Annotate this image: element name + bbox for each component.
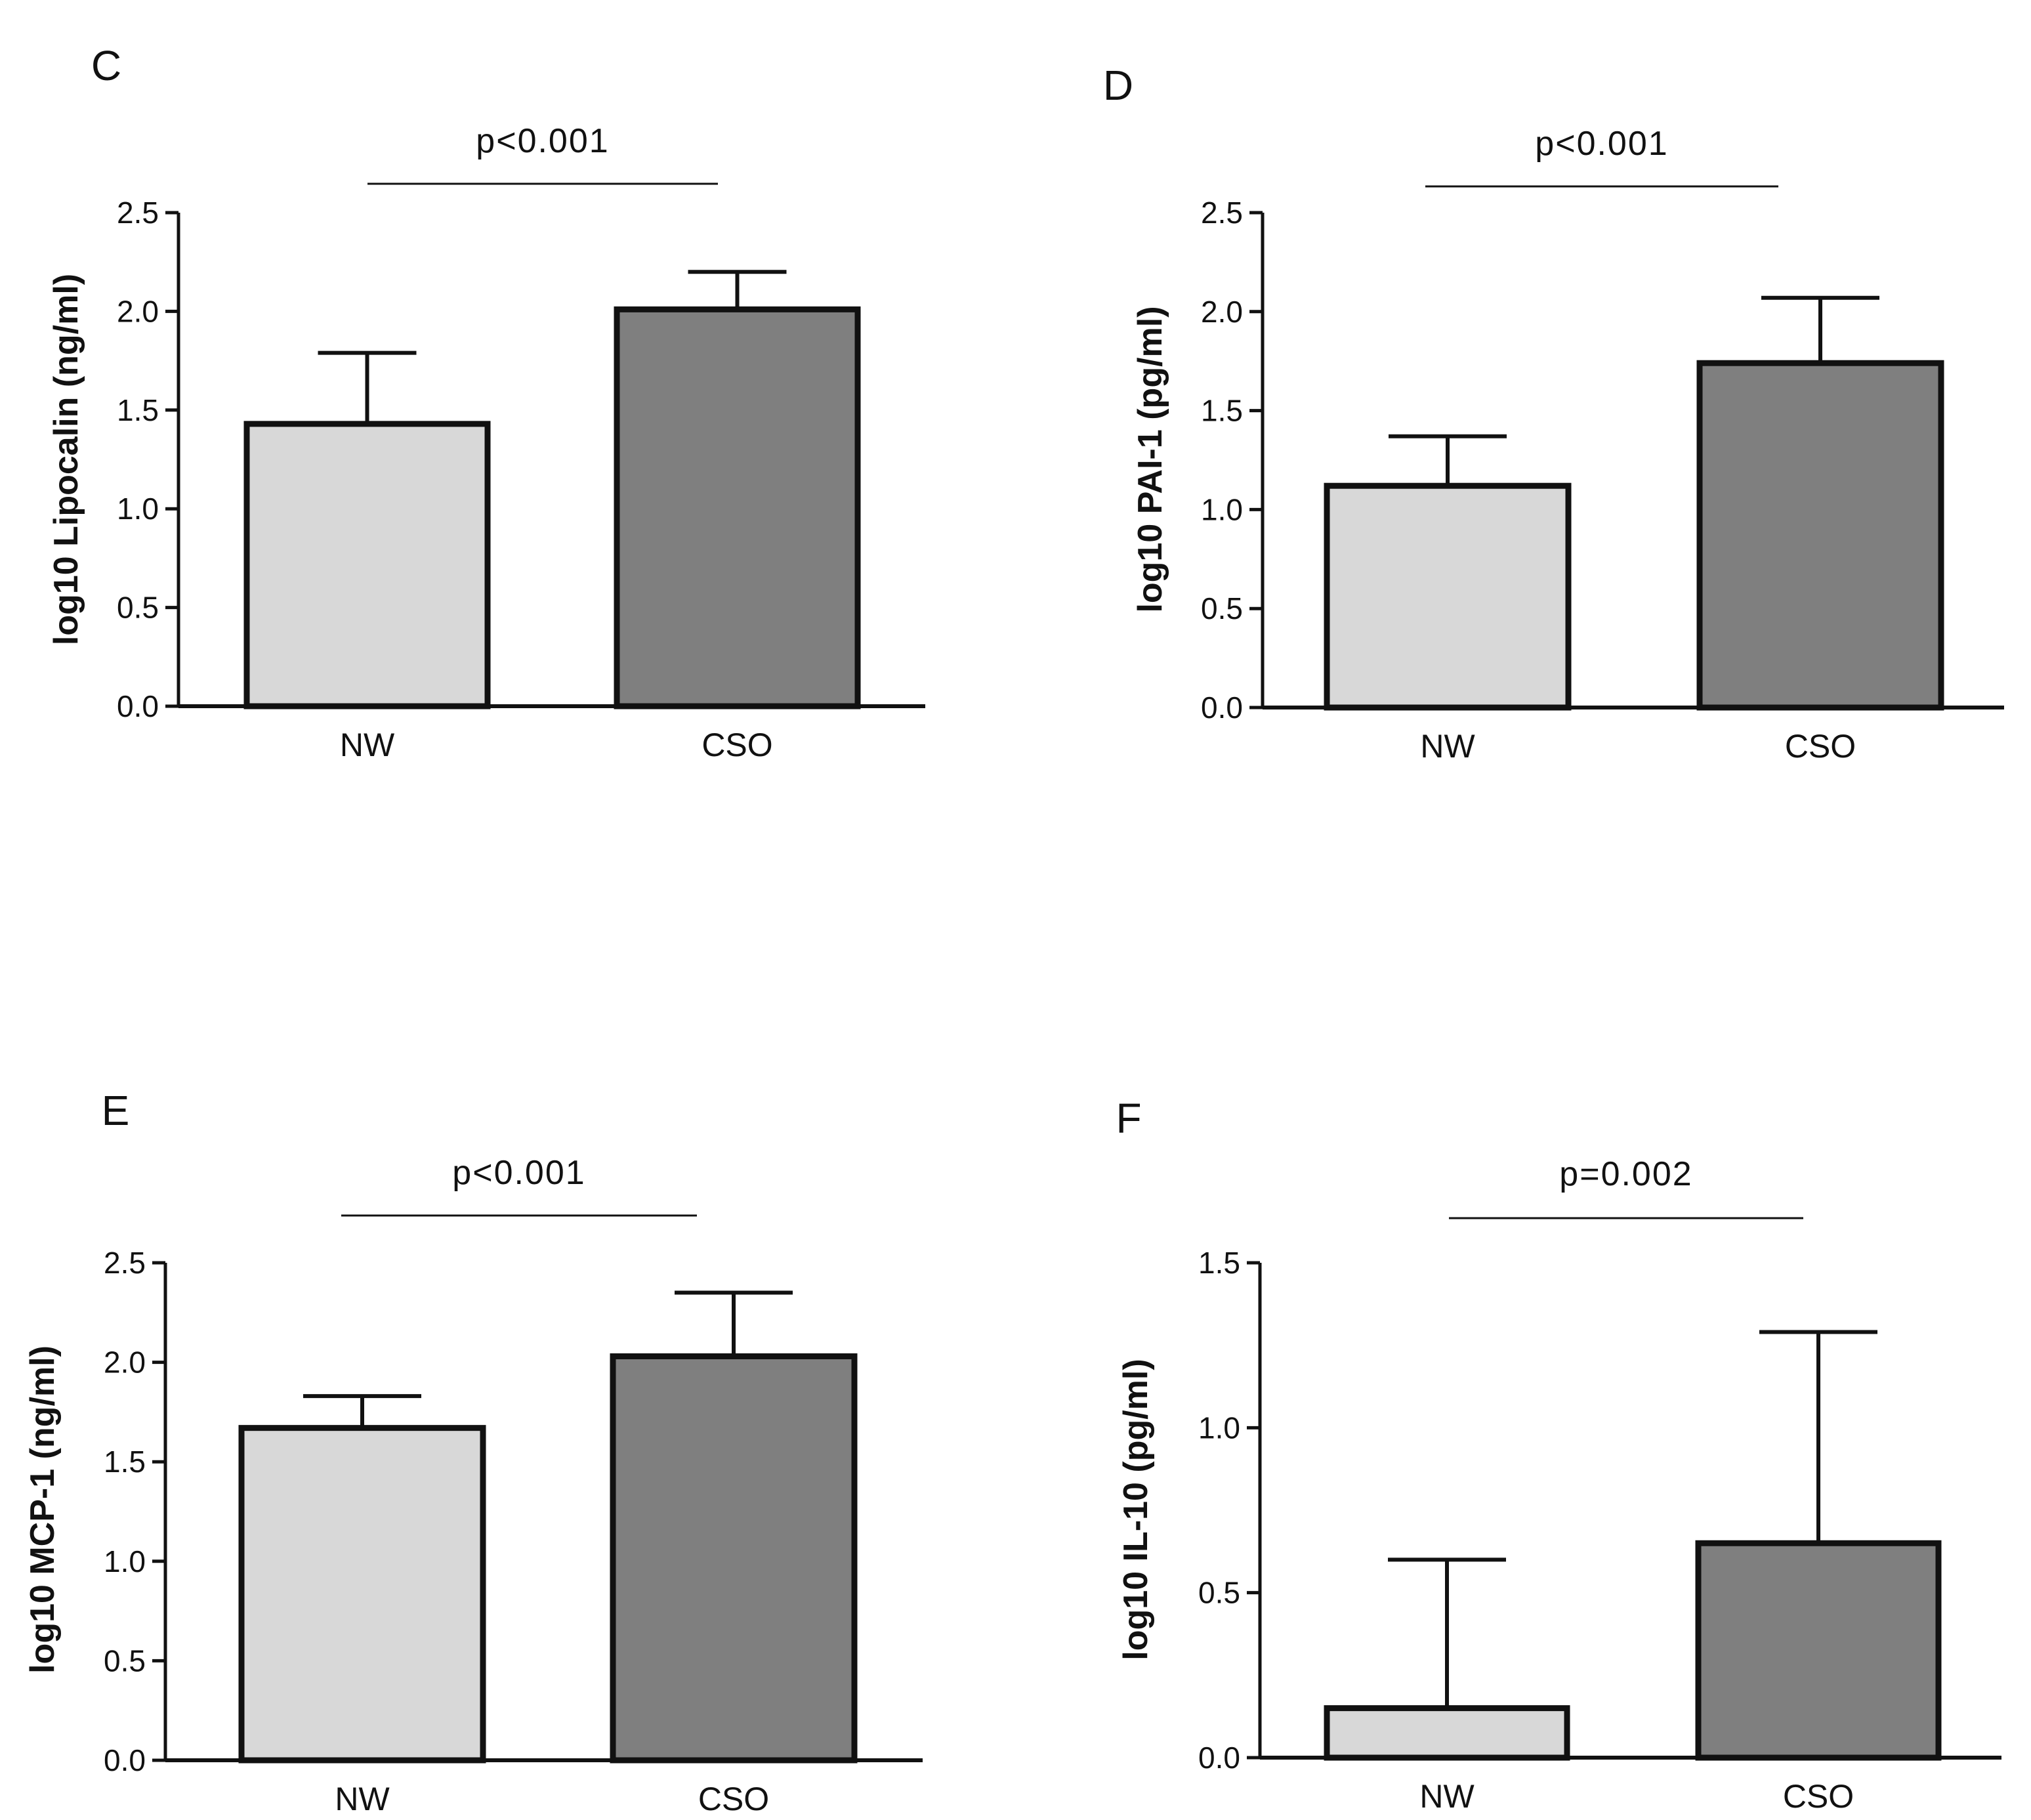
- panel-d-x-label-cso: CSO: [1785, 728, 1856, 765]
- panel-e-x-label-nw: NW: [335, 1781, 390, 1817]
- panel-d-y-tick-label: 1.5: [1201, 394, 1243, 428]
- panel-f-x-label-cso: CSO: [1783, 1778, 1854, 1815]
- panel-e-x-label-cso: CSO: [698, 1781, 769, 1817]
- panel-f-p-value: p=0.002: [1559, 1155, 1692, 1193]
- panel-e-y-tick-label: 2.5: [104, 1246, 146, 1280]
- panel-e-y-tick-label: 1.0: [104, 1544, 146, 1578]
- panel-f-bar-nw: [1324, 1705, 1570, 1761]
- panel-f-bar-cso: [1695, 1540, 1942, 1761]
- panel-e-bar-cso: [610, 1353, 858, 1764]
- panel-d-y-axis-label: log10 PAI-1 (pg/ml): [1131, 306, 1169, 612]
- panel-c-bar-cso: [614, 306, 861, 709]
- panel-f-y-axis-label: log10 IL-10 (pg/ml): [1117, 1359, 1155, 1660]
- panel-c: Cp<0.001 0.0 0.5 1.0 1.5 2.0 2.5 log10 Lipocali…: [47, 42, 925, 763]
- panel-d-y-tick-label: 2.0: [1201, 295, 1243, 329]
- panel-f-letter: F: [1116, 1095, 1141, 1142]
- panel-c-y-tick-label: 0.0: [117, 689, 159, 723]
- panel-d-y-tick-label: 2.5: [1201, 196, 1243, 230]
- panel-c-y-axis-label: log10 Lipocalin (ng/ml): [47, 274, 85, 645]
- panel-e-y-tick-label: 1.5: [104, 1445, 146, 1479]
- panel-c-y-tick-label: 2.5: [117, 196, 159, 230]
- panel-e-y-axis-label: log10 MCP-1 (ng/ml): [24, 1345, 62, 1674]
- panel-c-y-tick-label: 0.5: [117, 591, 159, 625]
- panel-d-bar-cso: [1696, 360, 1944, 711]
- panel-d-y-tick-label: 0.5: [1201, 591, 1243, 625]
- panel-c-letter: C: [91, 42, 121, 89]
- panel-f-y-tick-label: 1.5: [1198, 1246, 1240, 1280]
- panel-d-y-tick-label: 1.0: [1201, 492, 1243, 526]
- panel-d-bar-nw: [1324, 482, 1572, 711]
- panel-d-y-tick-label: 0.0: [1201, 690, 1243, 725]
- panel-c-p-value: p<0.001: [476, 122, 609, 160]
- panel-d-x-label-nw: NW: [1420, 728, 1475, 765]
- panel-c-y-tick-label: 1.5: [117, 393, 159, 427]
- panel-d-letter: D: [1103, 62, 1133, 109]
- panel-f-y-tick-label: 0.0: [1198, 1741, 1240, 1775]
- panel-f-y-tick-label: 1.0: [1198, 1410, 1240, 1445]
- panel-f: Fp=0.002 0.0 0.5 1.0 1.5 log10 IL-10 (pg/ml) N…: [1116, 1095, 2001, 1815]
- panel-c-bar-nw: [243, 421, 491, 709]
- panel-c-y-tick-label: 2.0: [117, 294, 159, 328]
- panel-e-bar-nw: [238, 1425, 486, 1764]
- panel-e-y-tick-label: 0.5: [104, 1643, 146, 1678]
- panel-f-y-tick-label: 0.5: [1198, 1576, 1240, 1610]
- panel-e-y-tick-label: 2.0: [104, 1345, 146, 1380]
- panel-e: Ep<0.001 0.0 0.5 1.0 1.5 2.0 2.5 log10 MCP-1 (n…: [24, 1087, 923, 1817]
- panel-f-x-label-nw: NW: [1419, 1778, 1475, 1815]
- panel-e-y-tick-label: 0.0: [104, 1743, 146, 1777]
- panel-c-x-label-nw: NW: [340, 727, 395, 763]
- panel-c-y-tick-label: 1.0: [117, 492, 159, 526]
- panel-e-letter: E: [102, 1087, 130, 1134]
- panel-d-p-value: p<0.001: [1535, 125, 1668, 163]
- panel-e-p-value: p<0.001: [452, 1154, 585, 1192]
- panel-d: Dp<0.001 0.0 0.5 1.0 1.5 2.0 2.5 log10 PAI-1 (p…: [1103, 62, 2004, 765]
- panel-c-x-label-cso: CSO: [701, 727, 772, 763]
